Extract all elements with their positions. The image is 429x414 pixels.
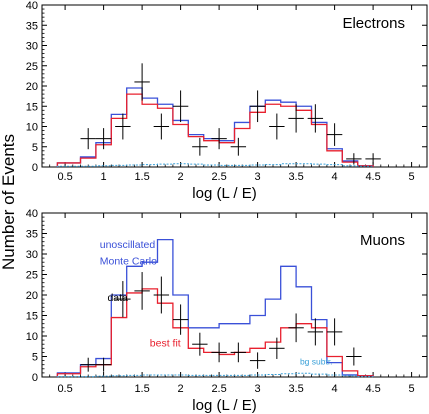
x-tick-label: 2 [178,171,184,183]
data-point [134,272,150,310]
x-tick-label: 3.5 [288,171,303,183]
y-tick-label: 10 [26,122,38,134]
x-tick-label: 3 [255,383,261,395]
x-tick-label: 4 [332,383,338,395]
y-tick-label: 0 [32,162,38,174]
x-tick-label: 2.5 [211,383,226,395]
x-tick-label: 4.5 [365,383,380,395]
x-tick-label: 0.5 [57,171,72,183]
data-point [288,104,304,133]
data-point [192,332,208,356]
data-point [346,153,362,165]
data-point [134,63,150,101]
annotation: unoscillated [100,239,156,251]
histogram-bg-subtr- [56,163,374,167]
annotation: data [107,292,128,304]
y-tick-label: 40 [26,0,38,12]
annotation: bg subtr. [300,357,333,367]
data-point [211,128,227,150]
data-point [249,352,266,369]
x-tick-label: 5 [409,171,415,183]
data-point [153,113,170,140]
data-point [307,104,324,133]
y-tick-label: 0 [32,372,38,384]
data-point [95,357,112,372]
panel-title: Muons [360,232,405,249]
y-tick-label: 25 [26,270,38,282]
y-tick-label: 35 [26,229,38,241]
y-tick-label: 40 [26,208,38,220]
data-point [172,304,189,335]
data-point [230,342,247,363]
data-point [153,276,170,314]
annotation: Monte Carlo [100,255,157,267]
data-point [269,337,285,359]
x-tick-label: 1 [101,383,107,395]
data-point [249,90,266,123]
x-tick-label: 1.5 [134,171,149,183]
annotation: best fit [150,337,181,349]
data-point [288,313,304,343]
data-point [80,357,96,372]
histogram-unoscillated [56,87,374,167]
shared-y-axis-label: Number of Events [0,134,18,270]
data-point [115,281,131,318]
x-tick-label: 1 [101,171,107,183]
x-tick-label: 2.5 [211,171,226,183]
x-tick-label: 2 [178,383,184,395]
y-tick-label: 30 [26,41,38,53]
y-tick-label: 15 [26,101,38,113]
histogram-bg-subtr- [56,372,374,378]
data-point [80,128,96,150]
x-tick-label: 4.5 [365,171,380,183]
y-tick-label: 20 [26,81,38,93]
y-tick-label: 10 [26,331,38,343]
y-tick-label: 5 [32,352,38,364]
y-tick-label: 35 [26,20,38,32]
y-tick-label: 30 [26,249,38,261]
y-tick-label: 15 [26,311,38,323]
x-tick-label: 4 [332,171,338,183]
data-point [365,153,381,165]
data-point [326,123,343,146]
data-point [326,318,343,346]
data-point [307,318,324,346]
data-point [172,90,189,123]
data-point [230,137,247,156]
x-axis-label: log (L / E) [192,185,256,202]
y-tick-label: 5 [32,142,38,154]
x-tick-label: 5 [409,383,415,395]
panel-title: Electrons [342,15,405,32]
x-tick-label: 0.5 [57,383,72,395]
x-axis-label: log (L / E) [192,397,256,414]
y-tick-label: 25 [26,61,38,73]
electrons-panel: 0 5 10 15 20 25 30 35 40 0.5 1 1.5 2 2.5 3 3.5 4 4.5 5 Elec… [26,0,428,202]
muons-panel: 0 5 10 15 20 25 30 35 40 0.5 1 1.5 2 2.5 3 3.5 4 4.5 5 Muon… [26,208,428,414]
data-point [192,137,208,156]
data-point [211,342,227,363]
x-tick-label: 1.5 [134,383,149,395]
data-point [95,128,112,150]
histogram-best-fit [56,93,374,167]
data-point [269,113,285,140]
x-tick-label: 3.5 [288,383,303,395]
y-tick-label: 20 [26,290,38,302]
x-tick-label: 3 [255,171,261,183]
data-point [346,347,362,366]
data-point [115,113,131,140]
